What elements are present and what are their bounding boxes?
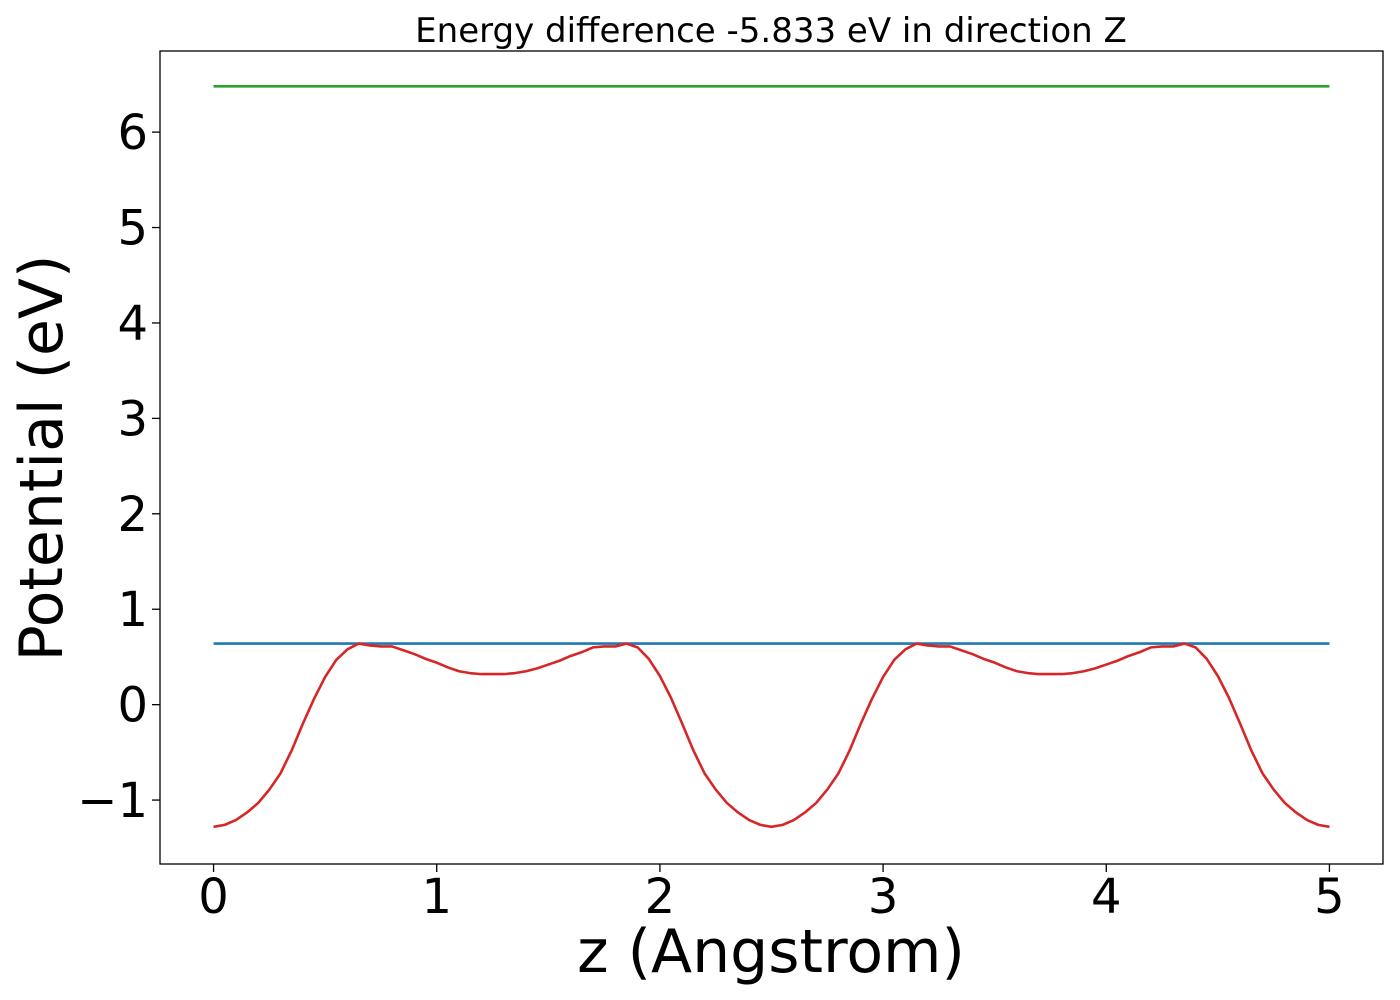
y-tick-label: 5 xyxy=(117,201,148,257)
x-tick-label: 1 xyxy=(421,869,452,925)
chart-title: Energy difference -5.833 eV in direction… xyxy=(415,11,1127,51)
x-tick-label: 2 xyxy=(645,869,676,925)
axes-layer: 0 1 2 3 4 5 −1 0 1 2 3 4 5 6 xyxy=(77,105,1344,925)
y-tick-label: 6 xyxy=(117,105,148,161)
x-axis-label: z (Angstrom) xyxy=(577,917,965,987)
y-tick-label: 4 xyxy=(117,296,148,352)
x-tick-label: 5 xyxy=(1314,869,1345,925)
x-tick-label: 4 xyxy=(1091,869,1122,925)
y-tick-label: 2 xyxy=(117,487,148,543)
plot-frame xyxy=(159,50,1384,865)
series-layer xyxy=(213,85,1330,829)
y-tick-label: 1 xyxy=(117,582,148,638)
y-axis-label: Potential (eV) xyxy=(7,255,77,662)
y-tick-label: 0 xyxy=(117,678,148,734)
x-tick-label: 3 xyxy=(868,869,899,925)
series-line-3 xyxy=(213,642,1330,829)
y-tick-label: 3 xyxy=(117,391,148,447)
y-tick-label: −1 xyxy=(77,773,148,829)
x-tick-label: 0 xyxy=(198,869,229,925)
